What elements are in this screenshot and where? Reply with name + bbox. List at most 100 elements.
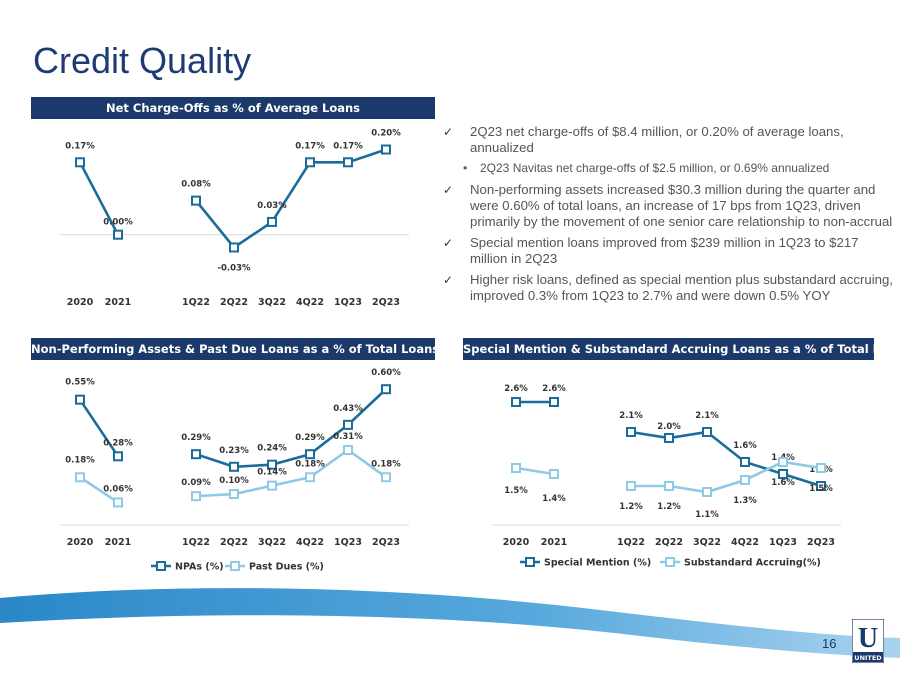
data-point — [778, 469, 788, 479]
chart-title-net-charge-offs: Net Charge-Offs as % of Average Loans — [31, 97, 435, 119]
data-point — [191, 449, 201, 460]
data-point — [113, 497, 123, 508]
series-line — [195, 388, 387, 469]
checkmark-icon: ✓ — [443, 183, 454, 197]
series-line — [195, 448, 387, 498]
category-label: 1Q22 — [182, 537, 210, 548]
data-label: 0.06% — [103, 484, 133, 494]
data-point — [305, 449, 315, 460]
data-label: 2.1% — [695, 411, 719, 421]
data-label: 0.17% — [295, 141, 325, 151]
data-point — [381, 472, 391, 483]
data-label: 2.6% — [542, 384, 566, 394]
data-point — [664, 481, 674, 491]
data-point — [740, 457, 750, 467]
bullet-item: ✓ 2Q23 net charge-offs of $8.4 million, … — [443, 124, 893, 156]
data-label: 0.31% — [333, 432, 363, 442]
data-point — [267, 480, 277, 491]
category-label: 4Q22 — [296, 537, 324, 548]
legend-label: NPAs (%) — [175, 562, 224, 573]
bullet-dot-icon: • — [463, 161, 468, 175]
data-point — [75, 394, 85, 405]
checkmark-icon: ✓ — [443, 236, 454, 250]
category-label: 1Q23 — [334, 297, 362, 308]
data-point — [343, 419, 353, 430]
data-point — [267, 216, 277, 227]
sub-bullet-item: • 2Q23 Navitas net charge-offs of $2.5 m… — [463, 160, 893, 176]
data-label: 0.09% — [181, 478, 211, 488]
checkmark-icon: ✓ — [443, 273, 454, 287]
category-label: 2Q22 — [220, 297, 248, 308]
data-label: 1.2% — [657, 502, 681, 512]
data-point — [75, 157, 85, 168]
category-label: 3Q22 — [258, 537, 286, 548]
data-label: 2.0% — [657, 422, 681, 432]
series-line — [79, 476, 119, 504]
data-point — [381, 144, 391, 155]
data-point — [343, 157, 353, 168]
category-label: 2Q23 — [372, 537, 400, 548]
data-label: 0.10% — [219, 476, 249, 486]
net-charge-offs-chart: 2020 2021 1Q22 2Q22 3Q22 4Q22 1Q23 2Q23 0.17% 0.0… — [60, 129, 409, 308]
category-label: 2Q23 — [372, 297, 400, 308]
data-point — [511, 397, 521, 407]
category-label: 4Q22 — [731, 537, 759, 548]
category-label: 3Q22 — [693, 537, 721, 548]
data-point — [626, 481, 636, 491]
data-label: 0.18% — [65, 455, 95, 465]
commentary-bullets: ✓ 2Q23 net charge-offs of $8.4 million, … — [443, 124, 893, 309]
bullet-item: ✓ Higher risk loans, defined as special … — [443, 272, 893, 304]
data-label: 0.43% — [333, 404, 363, 414]
data-point — [381, 384, 391, 395]
footer-wave — [0, 588, 900, 675]
data-label: 1.6% — [733, 441, 757, 451]
data-label: -0.03% — [217, 263, 250, 273]
checkmark-icon: ✓ — [443, 125, 454, 139]
data-label: 0.28% — [103, 438, 133, 448]
data-label: 0.24% — [257, 444, 287, 454]
category-label: 2Q22 — [220, 537, 248, 548]
data-point — [626, 427, 636, 437]
data-label: 0.08% — [181, 180, 211, 190]
data-point — [740, 475, 750, 485]
legend-label: Past Dues (%) — [249, 562, 324, 573]
data-point — [816, 463, 826, 473]
data-point — [702, 427, 712, 437]
data-point — [267, 459, 277, 470]
chart-title-special-mention: Special Mention & Substandard Accruing L… — [463, 338, 874, 360]
data-point — [702, 487, 712, 497]
data-label: 0.18% — [295, 459, 325, 469]
united-logo: U UNITED — [852, 619, 884, 663]
data-label: 2.1% — [619, 411, 643, 421]
data-label: 0.17% — [333, 141, 363, 151]
data-label: 1.6% — [771, 478, 795, 488]
data-label: 0.00% — [103, 218, 133, 228]
category-label: 2021 — [105, 297, 131, 308]
legend-marker — [156, 561, 166, 571]
data-point — [191, 491, 201, 502]
category-label: 2020 — [67, 297, 94, 308]
data-point — [549, 469, 559, 479]
bullet-text: Non-performing assets increased $30.3 mi… — [470, 182, 893, 229]
data-point — [75, 472, 85, 483]
data-point — [549, 397, 559, 407]
series-line — [78, 161, 120, 236]
data-point — [305, 472, 315, 483]
data-label: 0.17% — [65, 141, 95, 151]
data-label: 1.5% — [809, 484, 833, 494]
category-label: 2020 — [503, 537, 530, 548]
legend-marker — [230, 561, 240, 571]
data-label: 0.20% — [371, 129, 401, 139]
logo-text: UNITED — [854, 654, 882, 662]
legend-marker — [525, 557, 535, 567]
page-number: 16 — [822, 636, 837, 651]
data-label: 1.1% — [695, 510, 719, 520]
category-label: 2021 — [105, 537, 131, 548]
category-label: 3Q22 — [258, 297, 286, 308]
data-label: 0.60% — [371, 368, 401, 378]
data-point — [229, 461, 239, 472]
category-label: 4Q22 — [296, 297, 324, 308]
legend-label: Substandard Accruing(%) — [684, 558, 821, 569]
category-label: 2020 — [67, 537, 94, 548]
data-label: 1.4% — [542, 494, 566, 504]
